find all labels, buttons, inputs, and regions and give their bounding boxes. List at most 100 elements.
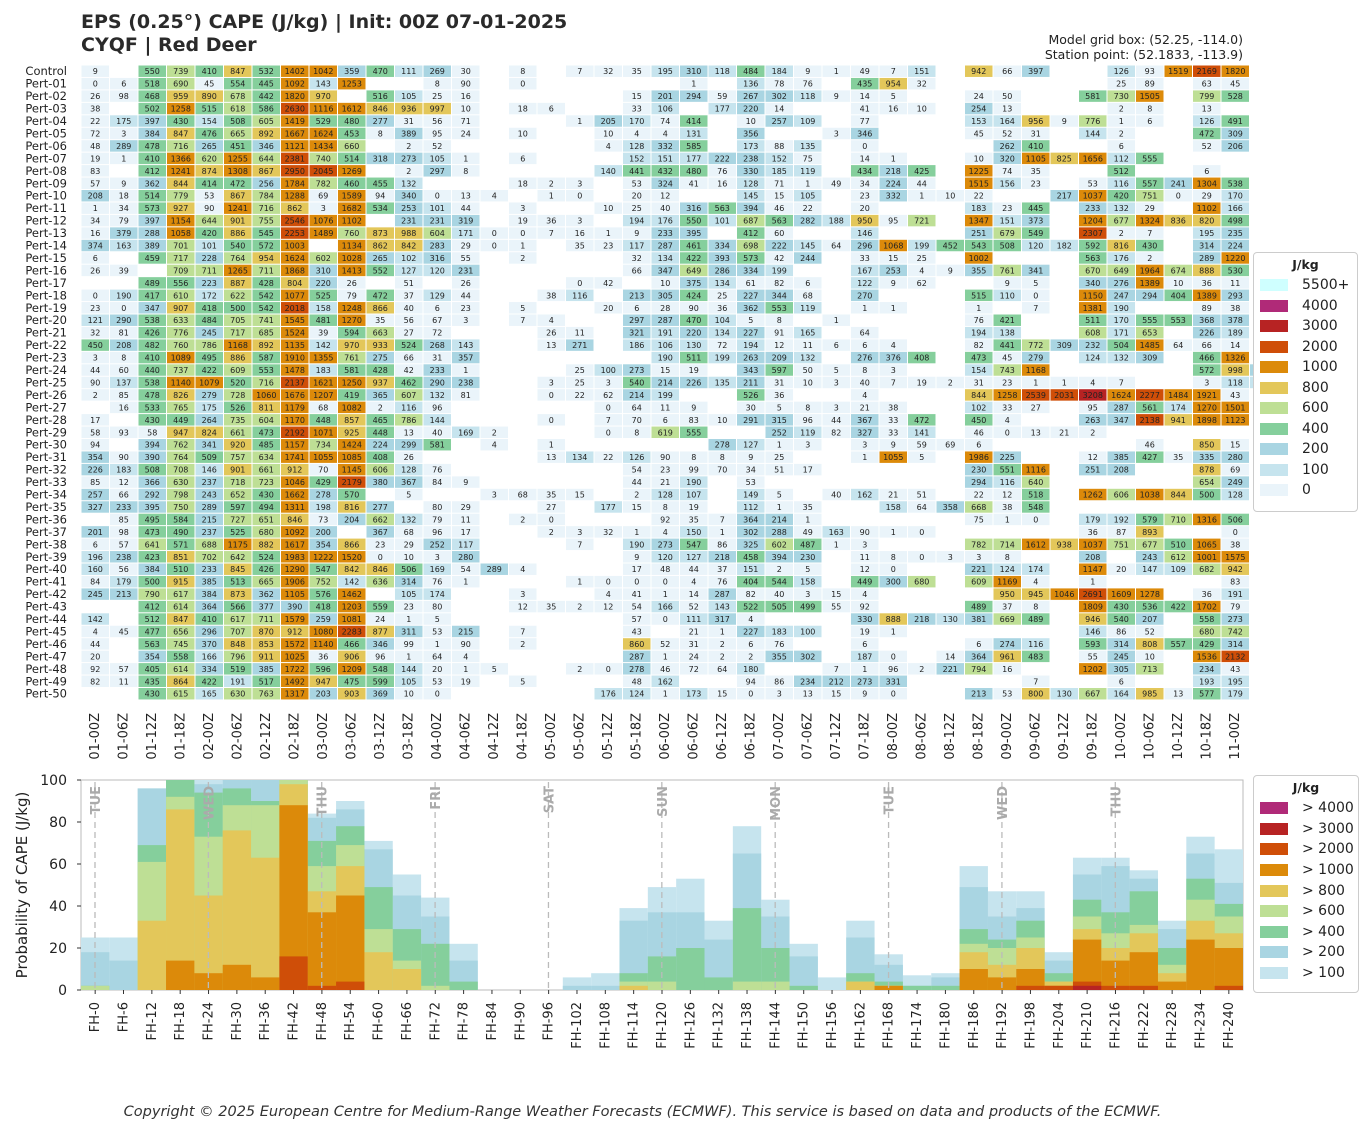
heatmap-cell bbox=[252, 302, 280, 314]
heatmap-cell bbox=[110, 227, 138, 239]
cell-value: 481 bbox=[316, 316, 331, 325]
heatmap-cell bbox=[908, 102, 936, 115]
heatmap-cell bbox=[680, 65, 708, 77]
cell-value: 524 bbox=[401, 341, 416, 350]
cell-value: 286 bbox=[715, 266, 730, 275]
heatmap-cell bbox=[765, 202, 793, 214]
heatmap-cell bbox=[737, 376, 765, 389]
legend-item: > 2000 bbox=[1254, 839, 1358, 860]
x-tick-label: FH-48 bbox=[315, 1002, 330, 1041]
cell-value: 1402 bbox=[285, 67, 305, 76]
heatmap-cell bbox=[167, 227, 195, 239]
heatmap-cell bbox=[309, 177, 337, 189]
heatmap-cell bbox=[594, 115, 622, 127]
heatmap-cell bbox=[1022, 302, 1050, 314]
cell-value: 10 bbox=[917, 105, 927, 114]
cell-value: 1505 bbox=[1140, 92, 1160, 101]
cell-value: 9 bbox=[1062, 117, 1067, 126]
cell-value: 33 bbox=[860, 254, 870, 263]
cell-value: 1 bbox=[891, 304, 896, 313]
cell-value: 1 bbox=[463, 154, 468, 163]
heatmap-cell bbox=[81, 165, 109, 177]
x-tick-label: FH-90 bbox=[513, 1002, 528, 1041]
cell-value: 933 bbox=[373, 341, 388, 350]
x-tick-label: FH-66 bbox=[400, 1002, 415, 1041]
heatmap-cell bbox=[851, 214, 879, 227]
heatmap-cell bbox=[936, 239, 964, 252]
cell-value: 414 bbox=[202, 179, 217, 188]
cell-value: 172 bbox=[202, 291, 217, 300]
cell-value: 293 bbox=[1228, 291, 1243, 300]
cell-value: 540 bbox=[230, 242, 245, 251]
heatmap-cell bbox=[1079, 302, 1107, 314]
heatmap-cell bbox=[309, 202, 337, 214]
cell-value: 594 bbox=[344, 329, 359, 338]
heatmap-cell bbox=[366, 127, 394, 140]
heatmap-cell bbox=[993, 376, 1021, 389]
heatmap-cell bbox=[81, 152, 109, 165]
heatmap-cell bbox=[680, 165, 708, 177]
cell-value: 90 bbox=[90, 378, 100, 387]
heatmap-cell bbox=[423, 376, 451, 389]
heatmap-cell bbox=[851, 302, 879, 314]
cell-value: 270 bbox=[857, 291, 872, 300]
cell-value: 607 bbox=[401, 391, 416, 400]
cell-value: 11 bbox=[575, 329, 585, 338]
heatmap-cell bbox=[395, 152, 423, 165]
heatmap-cell bbox=[423, 389, 451, 401]
heatmap-cell bbox=[195, 177, 223, 189]
heatmap-cell bbox=[252, 165, 280, 177]
cell-value: 622 bbox=[230, 291, 245, 300]
cell-value: 1589 bbox=[342, 192, 362, 201]
cell-value: 10 bbox=[746, 117, 756, 126]
cell-value: 1 bbox=[1119, 117, 1124, 126]
cell-value: 811 bbox=[259, 403, 274, 412]
cell-value: 1207 bbox=[313, 391, 333, 400]
heatmap-cell bbox=[1079, 326, 1107, 339]
cell-value: 1656 bbox=[1083, 154, 1103, 163]
heatmap-cell bbox=[423, 165, 451, 177]
probability-bar bbox=[789, 956, 818, 990]
cell-value: 233 bbox=[430, 366, 445, 375]
cell-value: 1116 bbox=[313, 105, 333, 114]
cell-value: 445 bbox=[1028, 204, 1043, 213]
y-tick-label: 80 bbox=[49, 815, 67, 831]
cell-value: 109 bbox=[800, 117, 815, 126]
cell-value: 95 bbox=[888, 217, 898, 226]
heatmap-cell bbox=[1221, 177, 1249, 189]
heatmap-cell bbox=[338, 364, 366, 376]
cell-value: 8 bbox=[862, 366, 867, 375]
cell-value: 776 bbox=[173, 329, 188, 338]
heatmap-cell bbox=[309, 65, 337, 77]
heatmap-cell bbox=[908, 177, 936, 189]
heatmap-cell bbox=[1022, 140, 1050, 152]
cell-value: 332 bbox=[886, 192, 901, 201]
heatmap-cell bbox=[623, 239, 651, 252]
heatmap-cell bbox=[252, 140, 280, 152]
cell-value: 690 bbox=[173, 80, 188, 89]
heatmap-cell bbox=[537, 214, 565, 227]
heatmap-cell bbox=[224, 65, 252, 77]
member-label: Pert-08 bbox=[25, 164, 67, 178]
heatmap-cell bbox=[167, 302, 195, 314]
cell-value: 1135 bbox=[285, 341, 305, 350]
heatmap-cell bbox=[309, 289, 337, 302]
member-label: Pert-10 bbox=[25, 189, 67, 203]
x-tick-label: FH-222 bbox=[1137, 1002, 1152, 1049]
heatmap-cell bbox=[879, 77, 907, 90]
heatmap-cell bbox=[423, 190, 451, 202]
cell-value: 554 bbox=[230, 80, 245, 89]
cell-value: 508 bbox=[230, 117, 245, 126]
heatmap-cell bbox=[81, 239, 109, 252]
heatmap-cell bbox=[737, 314, 765, 326]
cell-value: 534 bbox=[373, 204, 388, 213]
heatmap-cell bbox=[452, 77, 480, 90]
heatmap-cell bbox=[794, 239, 822, 252]
heatmap-cell bbox=[195, 302, 223, 314]
cell-value: 741 bbox=[259, 316, 274, 325]
heatmap-cell bbox=[879, 277, 907, 289]
heatmap-cell bbox=[708, 102, 736, 115]
member-label: Pert-04 bbox=[25, 114, 67, 128]
cell-value: 224 bbox=[886, 179, 901, 188]
cell-value: 0 bbox=[606, 403, 611, 412]
